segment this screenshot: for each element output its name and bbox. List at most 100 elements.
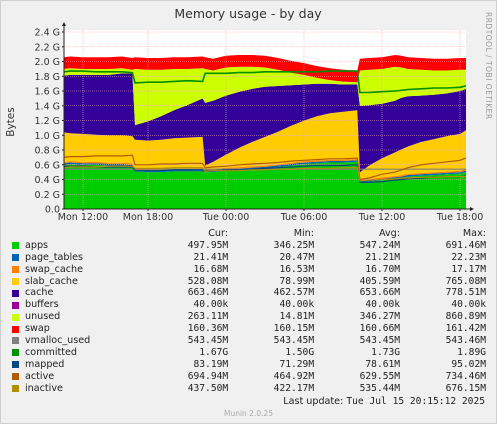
- y-tick-label: 1.4 G: [35, 101, 61, 112]
- area-cache: [64, 73, 466, 173]
- y-tick-label: 0.6 G: [35, 160, 61, 171]
- legend-avg-value: 21.21M: [365, 251, 401, 263]
- line-active: [63, 154, 467, 181]
- x-tick-label: Tue 06:00: [280, 212, 328, 223]
- legend-max-value: 778.51M: [445, 287, 487, 299]
- legend-swatch: [12, 278, 19, 285]
- memory-usage-chart: Memory usage - by day Bytes RRDTOOL / TO…: [5, 6, 493, 223]
- legend-max-value: 40.00k: [451, 299, 487, 311]
- legend-row: unused 263.11M 14.81M 346.27M 860.89M: [12, 311, 486, 323]
- legend-series-name: buffers: [25, 299, 59, 311]
- legend-series-name: unused: [25, 311, 61, 323]
- legend-row: active 694.94M 464.92M 629.55M 734.46M: [12, 371, 486, 383]
- legend-cur-value: 543.45M: [187, 335, 229, 347]
- y-tick-label: 2.2 G: [35, 42, 61, 53]
- legend-cur-value: 1.67G: [199, 346, 229, 358]
- y-tick-label: 0.2 G: [35, 190, 61, 201]
- legend-max-value: 1.89G: [457, 346, 487, 358]
- legend-min-value: 462.57M: [273, 287, 315, 299]
- line-inactive: [63, 165, 466, 182]
- legend-avg-value: 629.55M: [359, 370, 401, 382]
- y-tick-label: 2.0 G: [35, 57, 61, 68]
- grid-lines: [64, 30, 466, 209]
- legend-avg-value: 547.24M: [359, 239, 401, 251]
- legend-cur-value: 497.95M: [187, 239, 229, 251]
- legend-row: cache 663.46M 462.57M 653.66M 778.51M: [12, 287, 486, 299]
- legend-series-name: committed: [25, 346, 78, 358]
- y-tick-label: 0.4 G: [35, 175, 61, 186]
- legend-row: buffers 40.00k 40.00k 40.00k 40.00k: [12, 299, 486, 311]
- legend-avg-value: 78.61M: [365, 358, 401, 370]
- line-mapped: [64, 164, 467, 183]
- legend-min-value: 20.47M: [279, 251, 315, 263]
- legend-series-name: vmalloc_used: [25, 335, 91, 347]
- y-tick-label: 2.4 G: [35, 28, 61, 39]
- legend-row: committed 1.67G 1.50G 1.73G 1.89G: [12, 347, 486, 359]
- legend-cur-value: 160.36M: [187, 323, 229, 335]
- legend-min-value: 40.00k: [279, 299, 315, 311]
- legend-series-name: swap: [25, 323, 50, 335]
- x-tick-label: Mon 12:00: [58, 212, 108, 223]
- x-axis-arrow: [470, 207, 474, 211]
- legend-cur-value: 83.19M: [193, 358, 229, 370]
- legend-min-value: 160.15M: [273, 323, 315, 335]
- x-tick-label: Mon 18:00: [123, 212, 173, 223]
- legend-cur-value: 437.50M: [187, 382, 229, 394]
- legend-min-value: 464.92M: [273, 370, 315, 382]
- x-tick-label: Tue 00:00: [202, 212, 250, 223]
- y-axis-arrow: [62, 22, 66, 26]
- legend-min-value: 1.50G: [285, 346, 315, 358]
- y-tick-label: 1.0 G: [35, 131, 61, 142]
- y-tick-label: 0.8 G: [35, 146, 61, 157]
- legend-max-value: 676.15M: [445, 382, 487, 394]
- header-cur: Cur:: [208, 228, 228, 239]
- y-axis-label: Bytes: [5, 107, 17, 136]
- legend-min-value: 422.17M: [273, 382, 315, 394]
- last-update-label: Last update:: [283, 396, 344, 407]
- legend-max-value: 765.08M: [445, 275, 487, 287]
- legend-min-value: 14.81M: [279, 311, 315, 323]
- legend-swatch: [12, 373, 19, 381]
- stacked-areas: [64, 55, 466, 209]
- legend-avg-value: 653.66M: [359, 287, 401, 299]
- header-max: Max:: [462, 228, 486, 239]
- area-page-tables: [64, 160, 466, 183]
- legend-min-value: 16.53M: [279, 263, 315, 275]
- y-tick-label: 1.8 G: [35, 72, 61, 83]
- y-tick-label: 0.0: [45, 205, 60, 216]
- legend-cur-value: 263.11M: [187, 311, 229, 323]
- legend-max-value: 161.42M: [445, 323, 487, 335]
- munin-version: Munin 2.0.25: [223, 409, 274, 418]
- legend-swatch: [12, 289, 19, 297]
- legend-cur-value: 528.08M: [187, 275, 229, 287]
- legend-avg-value: 346.27M: [359, 311, 401, 323]
- area-apps: [64, 161, 466, 209]
- legend-avg-value: 543.45M: [359, 335, 401, 347]
- legend-row: inactive 437.50M 422.17M 535.44M 676.15M: [12, 383, 486, 395]
- legend-avg-value: 405.59M: [359, 275, 401, 287]
- legend-row: mapped 83.19M 71.29M 78.61M 95.02M: [12, 359, 486, 371]
- legend-row: slab_cache 528.08M 78.99M 405.59M 765.08M: [12, 276, 486, 288]
- legend-table: Cur: Min: Avg: Max: apps 497.95M 346.25M 54…: [12, 228, 486, 394]
- area-swap: [64, 55, 466, 83]
- legend-avg-value: 16.70M: [365, 263, 401, 275]
- legend-max-value: 17.17M: [451, 263, 487, 275]
- legend-series-name: cache: [25, 287, 54, 299]
- header-avg: Avg:: [378, 228, 400, 239]
- last-update-value: Tue Jul 15 20:15:12 2025: [346, 396, 485, 407]
- legend-cur-value: 21.41M: [193, 251, 229, 263]
- legend-series-name: active: [25, 370, 55, 382]
- x-tick-label: Tue 18:00: [436, 212, 484, 223]
- legend-series-name: inactive: [25, 382, 63, 394]
- legend-swatch: [12, 385, 19, 393]
- legend-swatch: [12, 313, 19, 321]
- y-tick-label: 1.2 G: [35, 116, 61, 127]
- legend-avg-value: 535.44M: [359, 382, 401, 394]
- legend-swatch: [12, 254, 19, 262]
- legend-avg-value: 160.66M: [359, 323, 401, 335]
- legend-series-name: slab_cache: [25, 275, 78, 287]
- legend-swatch: [12, 301, 19, 309]
- legend-swatch: [12, 242, 19, 250]
- legend-row: swap 160.36M 160.15M 160.66M 161.42M: [12, 323, 486, 335]
- legend-max-value: 691.46M: [445, 239, 487, 251]
